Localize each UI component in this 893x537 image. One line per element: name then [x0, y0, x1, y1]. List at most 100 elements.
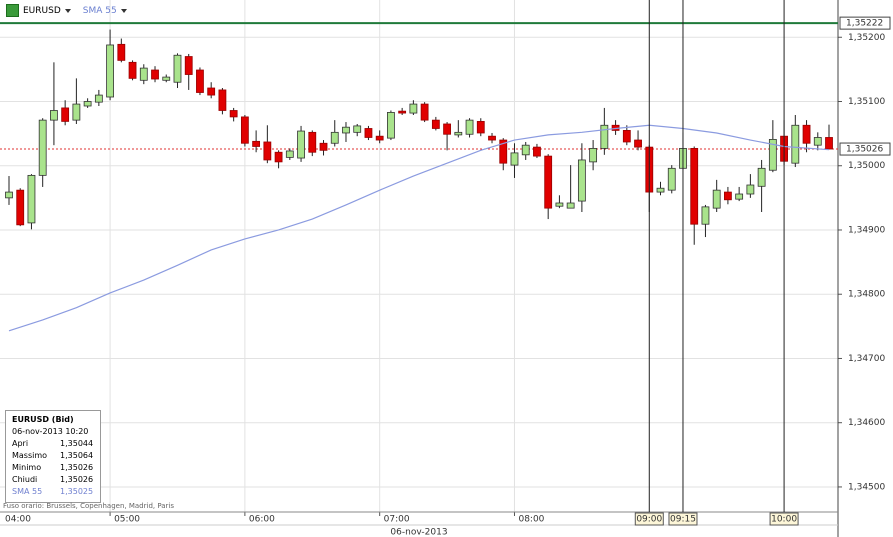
- candle-body: [724, 191, 732, 201]
- candle-body: [701, 206, 710, 225]
- candle-body: [308, 131, 317, 153]
- info-label: Minimo: [12, 463, 42, 472]
- crosshair-label: 09:00: [636, 515, 662, 525]
- info-value: 1,35025: [60, 487, 94, 496]
- candle-body: [813, 137, 822, 146]
- candle-body: [577, 159, 586, 202]
- crosshair-label-box: [668, 512, 698, 526]
- candle-body: [465, 119, 474, 135]
- candle-body: [38, 119, 47, 176]
- y-tick-label: 1,34800: [848, 290, 885, 300]
- x-tick-label: 04:00: [5, 515, 31, 525]
- candle-body: [387, 112, 395, 139]
- candle-body: [712, 189, 721, 209]
- candle-body: [27, 174, 36, 224]
- symbol[interactable]: EURUSD: [23, 5, 61, 16]
- candle-body: [757, 167, 766, 187]
- candle-body: [566, 202, 575, 209]
- candle-body: [476, 121, 485, 134]
- candle-body: [184, 56, 193, 75]
- candle-body: [196, 69, 204, 93]
- crosshair-label: 10:00: [771, 515, 797, 525]
- candle-body: [5, 191, 13, 199]
- candle-body: [50, 110, 58, 121]
- price-label-box: [839, 16, 891, 30]
- candle-body: [139, 67, 148, 81]
- candle-body: [319, 142, 328, 151]
- info-row: SMA 55 1,35025: [12, 486, 100, 498]
- candle-body: [622, 130, 631, 143]
- candle-body: [207, 87, 216, 96]
- info-row: Minimo 1,35026: [12, 462, 100, 474]
- candle-body: [555, 202, 564, 207]
- symbol-dropdown[interactable]: [64, 8, 71, 13]
- candle-body: [768, 139, 777, 171]
- toolbar: EURUSD SMA 55: [6, 4, 135, 17]
- price-label: 1,35026: [846, 145, 883, 155]
- crosshair-label-box: [769, 512, 799, 526]
- info-rows: Apri 1,35044 Massimo 1,35064 Minimo 1,35026 Ch…: [12, 438, 100, 498]
- candle-body: [128, 61, 137, 79]
- candle-body: [510, 152, 519, 166]
- candle-body: [443, 123, 451, 135]
- y-tick-label: 1,35100: [848, 97, 885, 107]
- x-tick-label: 08:00: [518, 515, 544, 525]
- candle-body: [117, 43, 126, 61]
- candle-body: [791, 124, 800, 164]
- candle-body: [72, 103, 81, 121]
- candle-body: [667, 167, 676, 191]
- candle-body: [375, 135, 384, 141]
- info-label: Massimo: [12, 451, 48, 460]
- candle-body: [589, 147, 598, 163]
- candle-body: [83, 101, 92, 107]
- candle-body: [218, 89, 227, 111]
- candle-body: [802, 124, 811, 144]
- info-value: 1,35026: [60, 463, 94, 472]
- symbol-icon[interactable]: [6, 4, 19, 17]
- info-row: Massimo 1,35064: [12, 450, 100, 462]
- candle-body: [61, 107, 70, 122]
- candle-body: [521, 144, 530, 156]
- info-label: Chiudi: [12, 475, 38, 484]
- candle-body: [690, 147, 699, 225]
- candle-body: [297, 130, 305, 159]
- info-row: Apri 1,35044: [12, 438, 100, 450]
- candle-body: [263, 141, 272, 161]
- crosshair-label: 09:15: [670, 515, 696, 525]
- info-label: Apri: [12, 439, 29, 448]
- candle-body: [94, 94, 103, 103]
- candle-body: [285, 150, 294, 158]
- x-tick-label: 06:00: [249, 515, 275, 525]
- candle-body: [353, 125, 362, 133]
- y-tick-label: 1,34900: [848, 225, 885, 235]
- candle-body: [342, 126, 350, 134]
- candle-body: [398, 110, 407, 114]
- price-label-box: [839, 142, 891, 156]
- info-value: 1,35026: [60, 475, 94, 484]
- y-tick-label: 1,34600: [848, 418, 885, 428]
- candle-body: [488, 135, 496, 141]
- info-row: Chiudi 1,35026: [12, 474, 100, 486]
- info-label: SMA 55: [12, 487, 43, 496]
- candle-body: [825, 137, 833, 150]
- y-tick-label: 1,34700: [848, 354, 885, 364]
- candle-body: [600, 124, 609, 149]
- indicator-dropdown[interactable]: [120, 8, 127, 13]
- info-value: 1,35064: [60, 451, 94, 460]
- candle-body: [240, 116, 249, 144]
- candle-body: [656, 187, 665, 193]
- candle-body: [106, 44, 114, 98]
- candle-body: [431, 119, 440, 129]
- candle-body: [634, 139, 642, 148]
- candle-body: [499, 139, 508, 164]
- info-title: EURUSD (Bid): [12, 415, 74, 424]
- candle-body: [454, 131, 463, 136]
- candle-body: [746, 184, 755, 195]
- plot-area: [0, 0, 838, 512]
- candle-body: [364, 128, 373, 138]
- candle-body: [173, 54, 182, 83]
- indicator-name[interactable]: SMA 55: [82, 5, 117, 16]
- price-label: 1,35222: [846, 19, 883, 29]
